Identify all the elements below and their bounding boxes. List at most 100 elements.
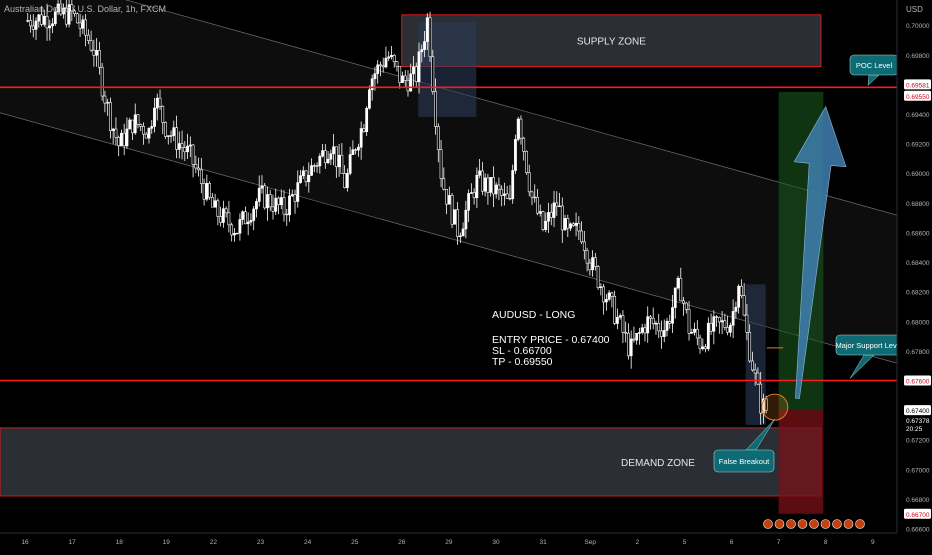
event-badge-8 — [855, 519, 865, 529]
candle-body-238 — [682, 300, 685, 304]
candle-body-62 — [197, 167, 200, 171]
candle-body-230 — [660, 330, 663, 337]
candle-body-25 — [95, 50, 99, 56]
candle-body-224 — [643, 327, 647, 334]
y-tick-label-8: 0.68400 — [906, 260, 930, 267]
candle-body-24 — [92, 49, 96, 56]
y-tick-label-10: 0.68000 — [906, 319, 930, 326]
candle-body-259 — [739, 285, 743, 296]
stop-loss-zone — [778, 410, 824, 514]
candle-body-11 — [56, 3, 60, 13]
candle-body-37 — [128, 119, 132, 130]
candle-body-257 — [734, 306, 738, 312]
candle-body-98 — [296, 182, 300, 202]
candle-body-157 — [458, 235, 462, 237]
candle-body-151 — [442, 178, 446, 190]
candle-body-234 — [671, 307, 674, 324]
candle-body-265 — [756, 372, 760, 385]
candle-body-74 — [230, 224, 234, 236]
support-callout[interactable]: Major Support Level — [835, 334, 903, 379]
x-tick-label-9: 29 — [445, 539, 453, 546]
candle-body-28 — [103, 95, 107, 104]
candle-body-2 — [31, 25, 35, 30]
candle-body-58 — [186, 145, 189, 153]
candle-body-118 — [351, 149, 355, 155]
candle-body-253 — [723, 320, 727, 328]
candle-body-82 — [252, 208, 256, 221]
candle-body-215 — [618, 315, 622, 318]
candle-body-211 — [607, 292, 611, 300]
candle-body-107 — [321, 150, 324, 157]
stop-loss-price-tag-bg — [904, 508, 931, 519]
candle-body-54 — [175, 127, 178, 150]
candle-body-91 — [277, 197, 280, 206]
candle-body-167 — [486, 177, 490, 193]
false-breakout-callout[interactable]: False Breakout — [713, 418, 776, 473]
candle-body-260 — [742, 295, 746, 316]
candle-body-77 — [238, 219, 242, 234]
candle-body-84 — [257, 187, 261, 202]
candle-body-149 — [436, 126, 440, 150]
candle-body-254 — [726, 327, 730, 333]
candle-body-18 — [75, 13, 79, 24]
candle-body-52 — [169, 135, 173, 137]
candle-body-125 — [370, 78, 374, 91]
candle-body-227 — [651, 317, 655, 325]
poc-price-tag-top-bg — [904, 79, 931, 90]
candle-body-131 — [387, 56, 391, 59]
candle-body-266 — [759, 383, 763, 414]
candle-body-153 — [447, 195, 451, 205]
supply-zone-label: SUPPLY ZONE — [577, 37, 646, 48]
candle-body-170 — [494, 184, 498, 195]
candle-body-61 — [194, 164, 198, 169]
y-tick-label-16: 0.66800 — [906, 497, 930, 504]
candle-body-63 — [199, 169, 203, 184]
candle-body-207 — [596, 266, 600, 288]
candle-body-258 — [737, 285, 741, 308]
candle-body-26 — [97, 50, 101, 68]
candle-body-247 — [706, 322, 710, 350]
candle-body-135 — [398, 65, 402, 83]
candle-body-4 — [37, 14, 41, 22]
y-tick-label-1: 0.69800 — [906, 53, 930, 60]
x-tick-label-2: 18 — [116, 539, 124, 546]
candle-body-95 — [288, 195, 291, 216]
candle-body-160 — [467, 193, 471, 211]
candle-body-145 — [425, 17, 429, 42]
candle-body-38 — [131, 119, 134, 134]
poc-callout[interactable]: POC Level — [849, 54, 899, 86]
candle-body-29 — [106, 102, 110, 104]
event-badge-1 — [774, 519, 785, 529]
candle-body-80 — [246, 221, 250, 225]
candle-body-0 — [26, 20, 30, 22]
candle-body-17 — [73, 10, 76, 15]
x-tick-label-0: 16 — [21, 539, 29, 546]
candle-body-197 — [569, 223, 572, 229]
candle-body-101 — [304, 170, 308, 183]
y-tick-label-15: 0.67000 — [906, 467, 930, 474]
candle-body-35 — [122, 132, 126, 147]
x-tick-label-18: 9 — [871, 539, 875, 546]
x-tick-label-8: 26 — [398, 539, 406, 546]
y-tick-label-0: 0.70000 — [906, 23, 930, 30]
candle-body-178 — [516, 118, 520, 140]
candle-body-53 — [172, 127, 176, 136]
demand-zone — [0, 427, 822, 497]
candle-body-146 — [428, 17, 432, 58]
candle-body-72 — [224, 208, 228, 214]
candle-body-252 — [720, 320, 724, 323]
candle-body-55 — [177, 143, 181, 150]
candle-body-262 — [748, 332, 752, 362]
candle-body-114 — [340, 154, 344, 174]
candle-body-204 — [588, 262, 592, 271]
candle-body-109 — [326, 158, 330, 164]
candle-body-65 — [205, 183, 209, 200]
candle-body-108 — [323, 150, 327, 164]
candle-body-10 — [53, 11, 57, 25]
current-price-tag-bg — [904, 405, 931, 416]
candle-body-22 — [86, 34, 90, 41]
candle-body-14 — [64, 7, 68, 25]
candle-body-138 — [406, 80, 410, 92]
